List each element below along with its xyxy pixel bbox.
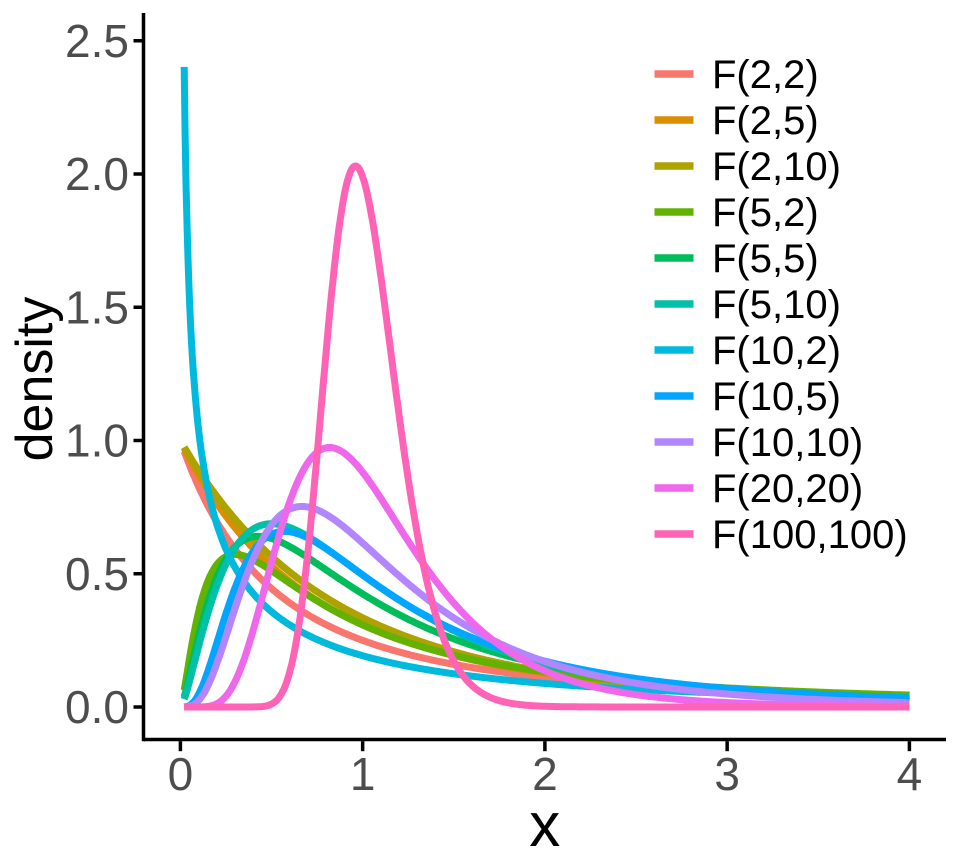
x-axis-title: x (529, 791, 560, 860)
y-tick-label: 1.5 (65, 281, 129, 333)
curve-F(10,10) (181, 503, 913, 711)
curve-F(100,100) (181, 162, 913, 711)
y-tick-label: 2.5 (65, 15, 129, 67)
legend-key-F(2,10) (654, 162, 694, 170)
x-tick-label: 1 (350, 748, 376, 800)
x-tick-label: 2 (532, 748, 558, 800)
legend-label: F(5,10) (712, 283, 841, 327)
legend-key-F(2,5) (654, 116, 694, 124)
legend-label: F(100,100) (712, 513, 908, 557)
legend-label: F(10,10) (712, 421, 863, 465)
legend-label: F(10,5) (712, 375, 841, 419)
legend-label: F(20,20) (712, 467, 863, 511)
y-tick-label: 0.0 (65, 681, 129, 733)
legend-label: F(2,2) (712, 53, 819, 97)
legend-label: F(2,5) (712, 99, 819, 143)
legend-key-F(10,2) (654, 346, 694, 354)
legend-key-F(10,5) (654, 392, 694, 400)
legend-key-F(2,2) (654, 70, 694, 78)
y-tick-label: 2.0 (65, 148, 129, 200)
legend-label: F(5,2) (712, 191, 819, 235)
y-tick-label: 0.5 (65, 548, 129, 600)
y-axis-title: density (6, 297, 64, 462)
legend-key-F(5,2) (654, 208, 694, 216)
legend-key-F(20,20) (654, 484, 694, 492)
legend-label: F(5,5) (712, 237, 819, 281)
legend-key-F(10,10) (654, 438, 694, 446)
legend-key-F(5,10) (654, 300, 694, 308)
x-tick-label: 3 (714, 748, 740, 800)
y-tick-label: 1.0 (65, 415, 129, 467)
x-tick-label: 0 (168, 748, 194, 800)
legend-label: F(10,2) (712, 329, 841, 373)
legend-key-F(5,5) (654, 254, 694, 262)
legend-label: F(2,10) (712, 145, 841, 189)
x-tick-label: 4 (897, 748, 923, 800)
legend-key-F(100,100) (654, 530, 694, 538)
